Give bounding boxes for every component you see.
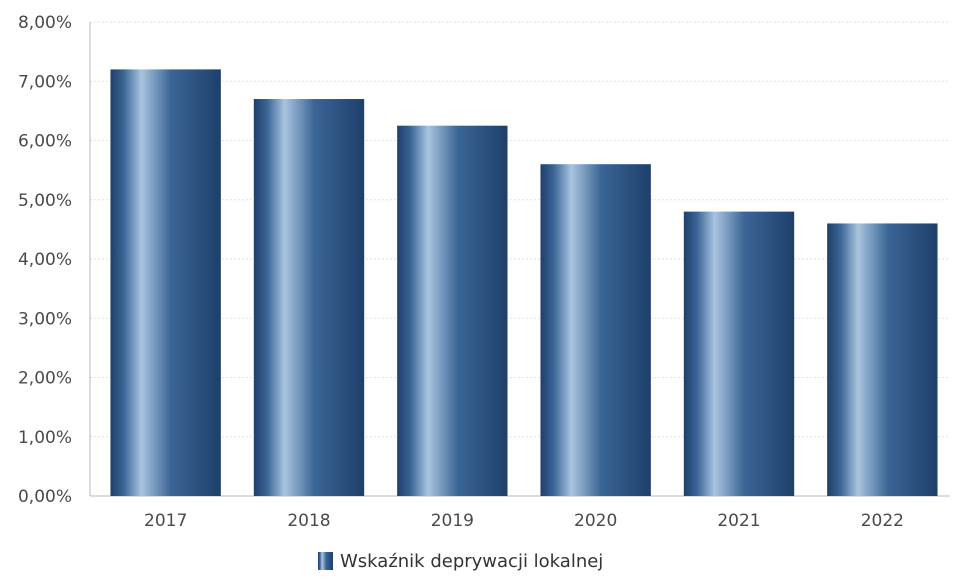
y-tick-label: 2,00% <box>18 369 72 389</box>
gridlines <box>89 21 950 497</box>
bar-2021 <box>683 211 795 496</box>
x-axis: 2017 2018 2019 2020 2021 2022 <box>144 511 904 531</box>
legend: Wskaźnik deprywacji lokalnej <box>318 551 603 572</box>
bar-2017 <box>110 69 221 497</box>
y-tick-label: 1,00% <box>18 428 72 448</box>
bar-2022 <box>827 223 938 496</box>
y-tick-label: 8,00% <box>18 13 72 33</box>
y-tick-label: 6,00% <box>18 132 72 152</box>
y-tick-label: 4,00% <box>18 250 72 270</box>
y-tick-label: 0,00% <box>18 487 72 507</box>
bar-2020 <box>540 164 651 496</box>
y-tick-label: 5,00% <box>18 191 72 211</box>
bar-2018 <box>253 99 365 497</box>
x-tick-label: 2020 <box>574 511 617 531</box>
x-tick-label: 2022 <box>861 511 904 531</box>
x-tick-label: 2017 <box>144 511 187 531</box>
legend-label: Wskaźnik deprywacji lokalnej <box>340 551 603 572</box>
x-tick-label: 2021 <box>717 511 760 531</box>
bar-2019 <box>397 125 508 496</box>
y-tick-label: 7,00% <box>18 72 72 92</box>
x-tick-label: 2018 <box>287 511 330 531</box>
legend-swatch <box>318 552 333 570</box>
y-axis: 0,00% 1,00% 2,00% 3,00% 4,00% 5,00% 6,00% 7,00%… <box>18 13 72 507</box>
y-tick-label: 3,00% <box>18 309 72 329</box>
bars <box>110 69 938 497</box>
x-tick-label: 2019 <box>431 511 474 531</box>
